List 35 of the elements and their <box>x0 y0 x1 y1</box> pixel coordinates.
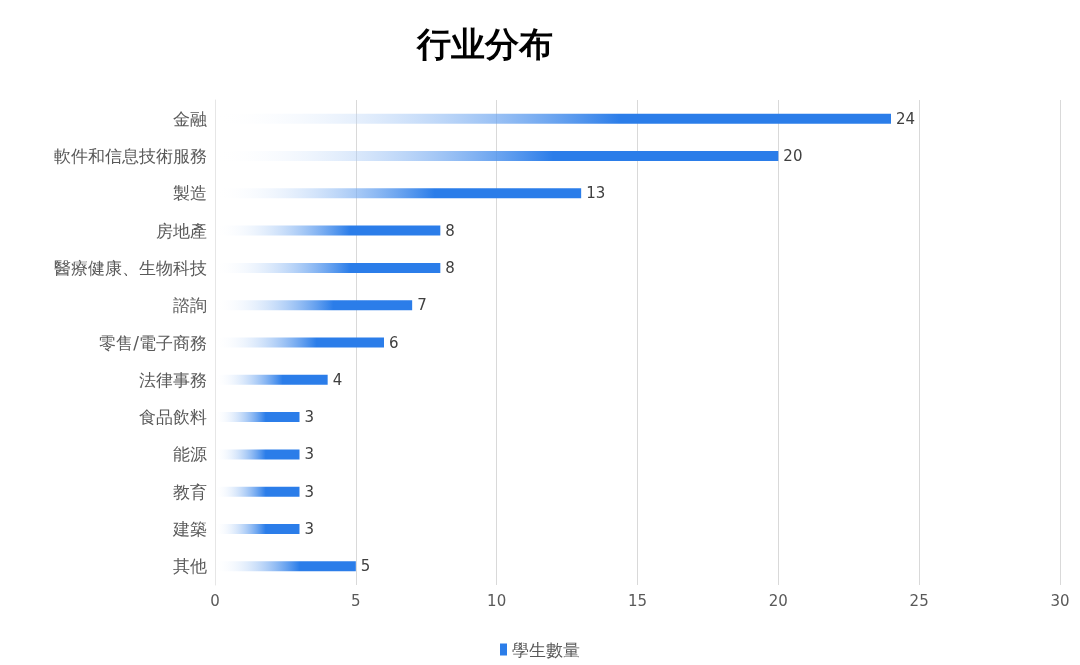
chart-title: 行业分布 <box>416 24 553 64</box>
y-tick-label: 軟件和信息技術服務 <box>54 145 207 166</box>
x-tick-label: 15 <box>627 591 648 610</box>
x-tick-label: 25 <box>909 591 929 610</box>
data-label: 13 <box>586 184 606 203</box>
data-label: 6 <box>389 333 399 352</box>
data-label: 8 <box>445 221 455 240</box>
y-tick-label: 教育 <box>173 481 207 502</box>
data-label: 20 <box>783 146 803 165</box>
data-label: 3 <box>304 482 315 501</box>
y-tick-label: 諮詢 <box>173 295 207 316</box>
y-tick-label: 食品飲料 <box>139 407 207 428</box>
y-tick-label: 其他 <box>173 556 207 577</box>
legend-label: 學生數量 <box>512 639 580 660</box>
x-tick-label: 30 <box>1050 591 1070 610</box>
data-label: 8 <box>445 258 455 277</box>
y-tick-label: 金融 <box>173 108 207 129</box>
y-tick-label: 零售/電子商務 <box>99 332 207 353</box>
data-label: 24 <box>896 109 916 128</box>
data-label: 3 <box>304 520 315 539</box>
y-tick-label: 能源 <box>173 444 207 465</box>
data-label: 3 <box>304 408 315 427</box>
data-label: 3 <box>304 445 315 464</box>
y-tick-label: 房地產 <box>156 220 207 241</box>
y-tick-label: 製造 <box>173 183 207 204</box>
y-tick-label: 法律事務 <box>139 369 207 390</box>
x-tick-label: 5 <box>351 591 361 610</box>
y-tick-label: 建築 <box>172 519 207 540</box>
data-label: 7 <box>417 296 427 315</box>
x-tick-label: 20 <box>768 591 788 610</box>
data-label: 4 <box>332 370 343 389</box>
data-label: 5 <box>360 557 371 576</box>
x-tick-label: 0 <box>210 591 220 610</box>
y-tick-label: 醫療健康、生物科技 <box>54 257 207 278</box>
x-tick-label: 10 <box>487 591 507 610</box>
